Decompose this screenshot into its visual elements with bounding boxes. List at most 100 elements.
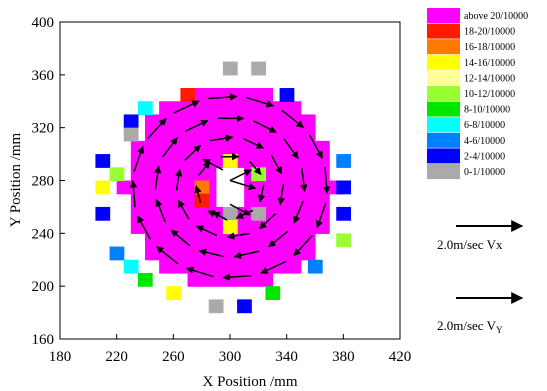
velocity-vector [293,200,304,224]
field-cell [215,246,231,261]
field-cell [159,193,174,208]
x-tick-label: 260 [162,349,185,365]
field-cell [187,246,203,261]
velocity-vector [300,167,308,193]
field-cell [244,220,259,234]
field-cell [187,272,203,287]
y-tick-label: 200 [32,279,55,295]
field-cell [159,233,174,248]
field-cell [201,127,217,142]
field-cell [272,114,288,129]
field-cell [159,259,174,274]
velocity-vector [195,225,218,237]
colored-cell [336,180,352,195]
field-cell [173,180,189,195]
field-cell [286,154,302,168]
velocity-vector [242,137,265,149]
velocity-vector [202,158,224,171]
colored-cell [123,127,139,142]
colored-cell [336,233,352,248]
y-tick-label: 400 [32,15,55,31]
velocity-vector [322,167,331,195]
velocity-vector [258,213,276,230]
colored-cell [251,167,267,182]
field-cell [187,140,203,155]
y-axis: 160 200 240 280 320 360 400 [32,15,65,348]
legend-swatch [427,70,460,86]
field-cell [244,154,259,168]
scale-label-vy-sub: Y [496,325,503,335]
y-tick-label: 280 [32,174,55,190]
velocity-vector [246,96,275,108]
colored-cell [123,114,139,129]
x-tick-label: 300 [219,349,242,365]
legend-label: 14-16/10000 [464,58,515,69]
legend-swatch [427,8,460,23]
velocity-vector [129,180,138,208]
velocity-vector [315,202,327,229]
colored-cell [180,88,196,102]
field-cell [215,114,231,129]
field-cell [300,167,316,182]
field-cell [244,101,259,116]
velocity-vector [184,144,202,162]
velocity-vector [184,119,209,133]
y-tick-label: 320 [32,121,55,137]
y-tick-label: 240 [32,226,55,242]
velocity-vector [153,165,162,190]
velocity-vector [208,93,238,101]
legend-label: above 20/10000 [464,11,528,22]
velocity-vector [194,185,202,203]
velocity-vector [257,184,266,203]
velocity-vector [229,179,257,191]
legend: above 20/10000 18-20/10000 16-18/10000 14-1… [427,8,528,179]
field-cell [315,193,330,208]
velocity-vector [137,215,152,240]
legend-swatch [427,86,460,101]
field-cell [230,140,245,155]
colored-cell [251,61,267,76]
velocity-vector [229,169,252,182]
colored-cell [336,154,352,168]
x-tick-label: 340 [275,349,298,365]
field-cell [315,167,330,182]
field-cell [230,272,245,287]
field-cell [159,154,174,168]
legend-label: 4-6/10000 [464,136,505,147]
field-cell [145,220,160,234]
field-cell [187,167,203,182]
field-cell [145,180,160,195]
velocity-vector [185,266,214,278]
field-cell [187,154,203,168]
field-cell [272,220,288,234]
colored-cell [95,154,111,168]
velocity-vector [133,145,145,172]
field-cell [159,167,174,182]
colored-cell [109,246,125,261]
colored-cell [222,220,238,234]
legend-label: 10-12/10000 [464,89,515,100]
field-cell [173,220,189,234]
velocity-vector [177,199,190,220]
scale-label-vx: 2.0m/sec Vx [437,237,503,252]
colored-cell [279,88,295,102]
field-cell [286,101,302,116]
field-cell [300,140,316,155]
field-cell [244,114,259,129]
y-tick-label: 160 [32,332,55,348]
field-cell [272,193,288,208]
legend-swatch [427,148,460,164]
velocity-vector [281,109,305,129]
legend-label: 2-4/10000 [464,151,505,162]
colored-cell [95,206,111,221]
velocity-vector [155,198,166,223]
velocity-vector [226,232,251,240]
colored-cell [95,180,111,195]
vector-layer [129,93,331,281]
field-cell [215,101,231,116]
y-tick-label: 360 [32,68,55,84]
field-cell [300,114,316,129]
field-cell [145,114,160,129]
field-cell [201,233,217,248]
field-cell [215,88,231,102]
